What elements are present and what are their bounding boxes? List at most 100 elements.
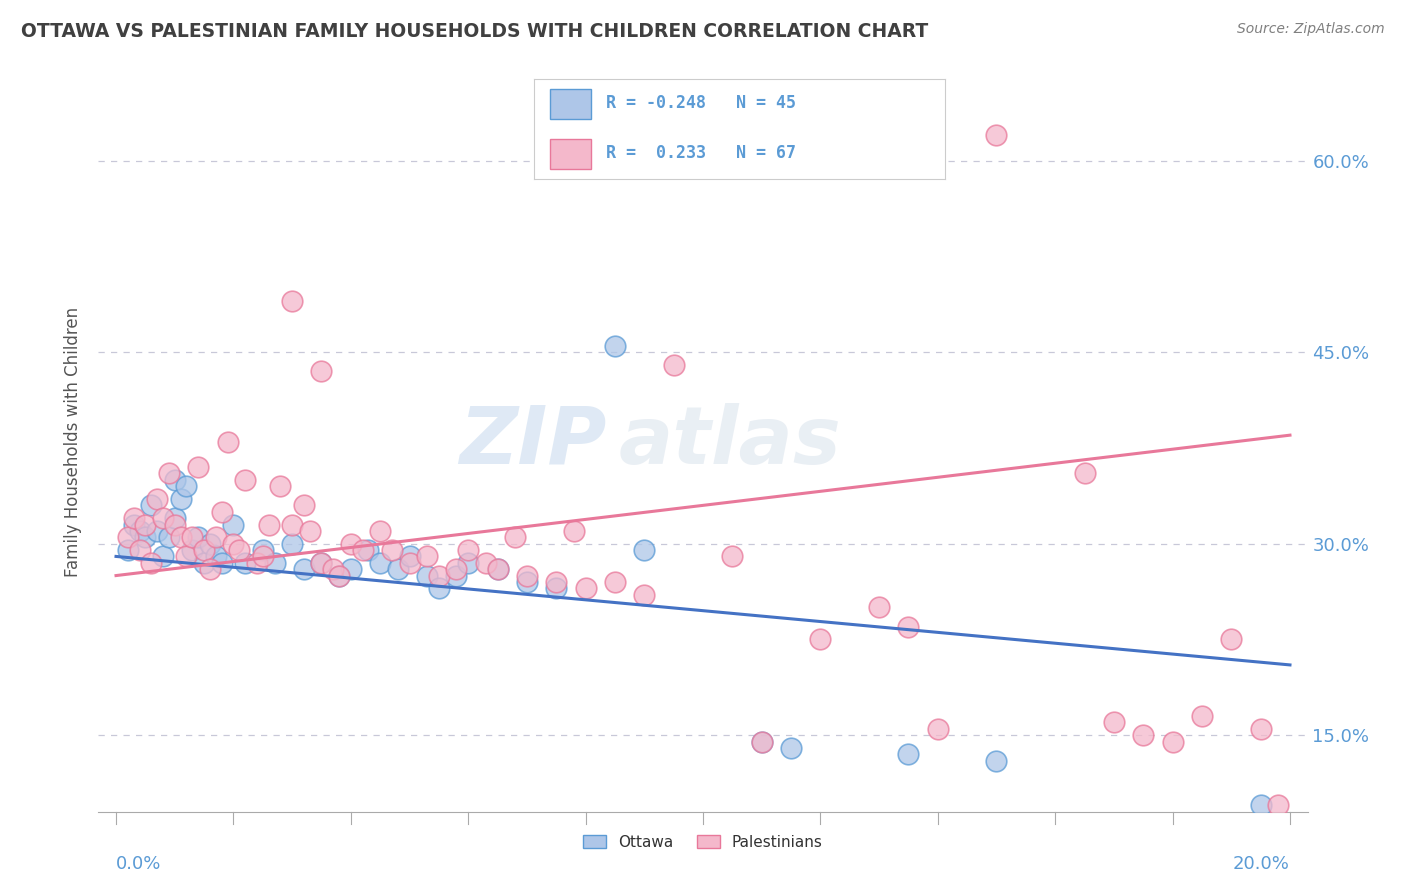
Point	[152, 549, 174, 564]
Point	[176, 549, 198, 564]
Point	[122, 517, 145, 532]
Text: 0.0%: 0.0%	[117, 855, 162, 873]
Point	[1250, 722, 1272, 736]
Point	[516, 574, 538, 589]
Point	[163, 473, 186, 487]
Point	[446, 562, 468, 576]
Point	[128, 543, 150, 558]
Point	[340, 562, 363, 576]
Point	[387, 562, 409, 576]
Point	[516, 568, 538, 582]
Point	[193, 556, 215, 570]
Point	[198, 536, 221, 550]
Point	[633, 588, 655, 602]
Point	[204, 530, 226, 544]
Point	[562, 524, 585, 538]
Point	[427, 568, 450, 582]
Point	[233, 556, 256, 570]
Point	[211, 505, 233, 519]
Point	[1191, 709, 1213, 723]
Point	[252, 543, 274, 558]
Point	[311, 556, 333, 570]
Text: ZIP: ZIP	[458, 402, 606, 481]
Point	[152, 511, 174, 525]
Point	[457, 543, 479, 558]
Point	[546, 582, 568, 596]
Point	[503, 530, 526, 544]
Y-axis label: Family Households with Children: Family Households with Children	[65, 307, 83, 576]
Point	[427, 582, 450, 596]
Point	[446, 568, 468, 582]
Point	[187, 530, 209, 544]
Point	[322, 562, 344, 576]
Point	[217, 434, 239, 449]
Point	[1073, 467, 1095, 481]
Point	[751, 734, 773, 748]
Point	[368, 556, 391, 570]
Point	[146, 491, 169, 506]
Point	[311, 364, 333, 378]
Point	[292, 499, 315, 513]
Point	[281, 536, 304, 550]
Point	[1161, 734, 1184, 748]
Point	[340, 536, 363, 550]
Point	[986, 128, 1008, 143]
Text: Source: ZipAtlas.com: Source: ZipAtlas.com	[1237, 22, 1385, 37]
Point	[281, 294, 304, 309]
Point	[1220, 632, 1243, 647]
Point	[575, 582, 598, 596]
Point	[222, 517, 245, 532]
Point	[1250, 798, 1272, 813]
Point	[252, 549, 274, 564]
Point	[352, 543, 374, 558]
Point	[546, 574, 568, 589]
Point	[222, 536, 245, 550]
Point	[486, 562, 509, 576]
Point	[868, 600, 890, 615]
Point	[808, 632, 831, 647]
Point	[117, 530, 139, 544]
Point	[157, 467, 180, 481]
Point	[292, 562, 315, 576]
Point	[780, 740, 803, 755]
Point	[181, 530, 204, 544]
Point	[163, 511, 186, 525]
Text: OTTAWA VS PALESTINIAN FAMILY HOUSEHOLDS WITH CHILDREN CORRELATION CHART: OTTAWA VS PALESTINIAN FAMILY HOUSEHOLDS …	[21, 22, 928, 41]
Point	[368, 524, 391, 538]
Point	[157, 530, 180, 544]
Point	[381, 543, 404, 558]
Point	[163, 517, 186, 532]
Point	[176, 479, 198, 493]
Point	[169, 491, 191, 506]
Point	[1102, 715, 1125, 730]
Point	[662, 358, 685, 372]
Point	[281, 517, 304, 532]
Point	[1267, 798, 1289, 813]
Point	[117, 543, 139, 558]
Point	[721, 549, 744, 564]
Point	[486, 562, 509, 576]
Point	[633, 543, 655, 558]
Point	[246, 556, 269, 570]
Point	[141, 556, 163, 570]
Point	[198, 562, 221, 576]
Point	[169, 530, 191, 544]
Point	[603, 339, 626, 353]
Point	[181, 543, 204, 558]
Point	[141, 499, 163, 513]
Legend: Ottawa, Palestinians: Ottawa, Palestinians	[578, 829, 828, 856]
Point	[1132, 728, 1154, 742]
Point	[211, 556, 233, 570]
Point	[228, 543, 250, 558]
Point	[416, 568, 439, 582]
Point	[134, 517, 156, 532]
Point	[204, 549, 226, 564]
Point	[146, 524, 169, 538]
Point	[416, 549, 439, 564]
Point	[187, 460, 209, 475]
Point	[263, 556, 285, 570]
Point	[475, 556, 498, 570]
Point	[398, 556, 420, 570]
Point	[128, 524, 150, 538]
Point	[328, 568, 350, 582]
